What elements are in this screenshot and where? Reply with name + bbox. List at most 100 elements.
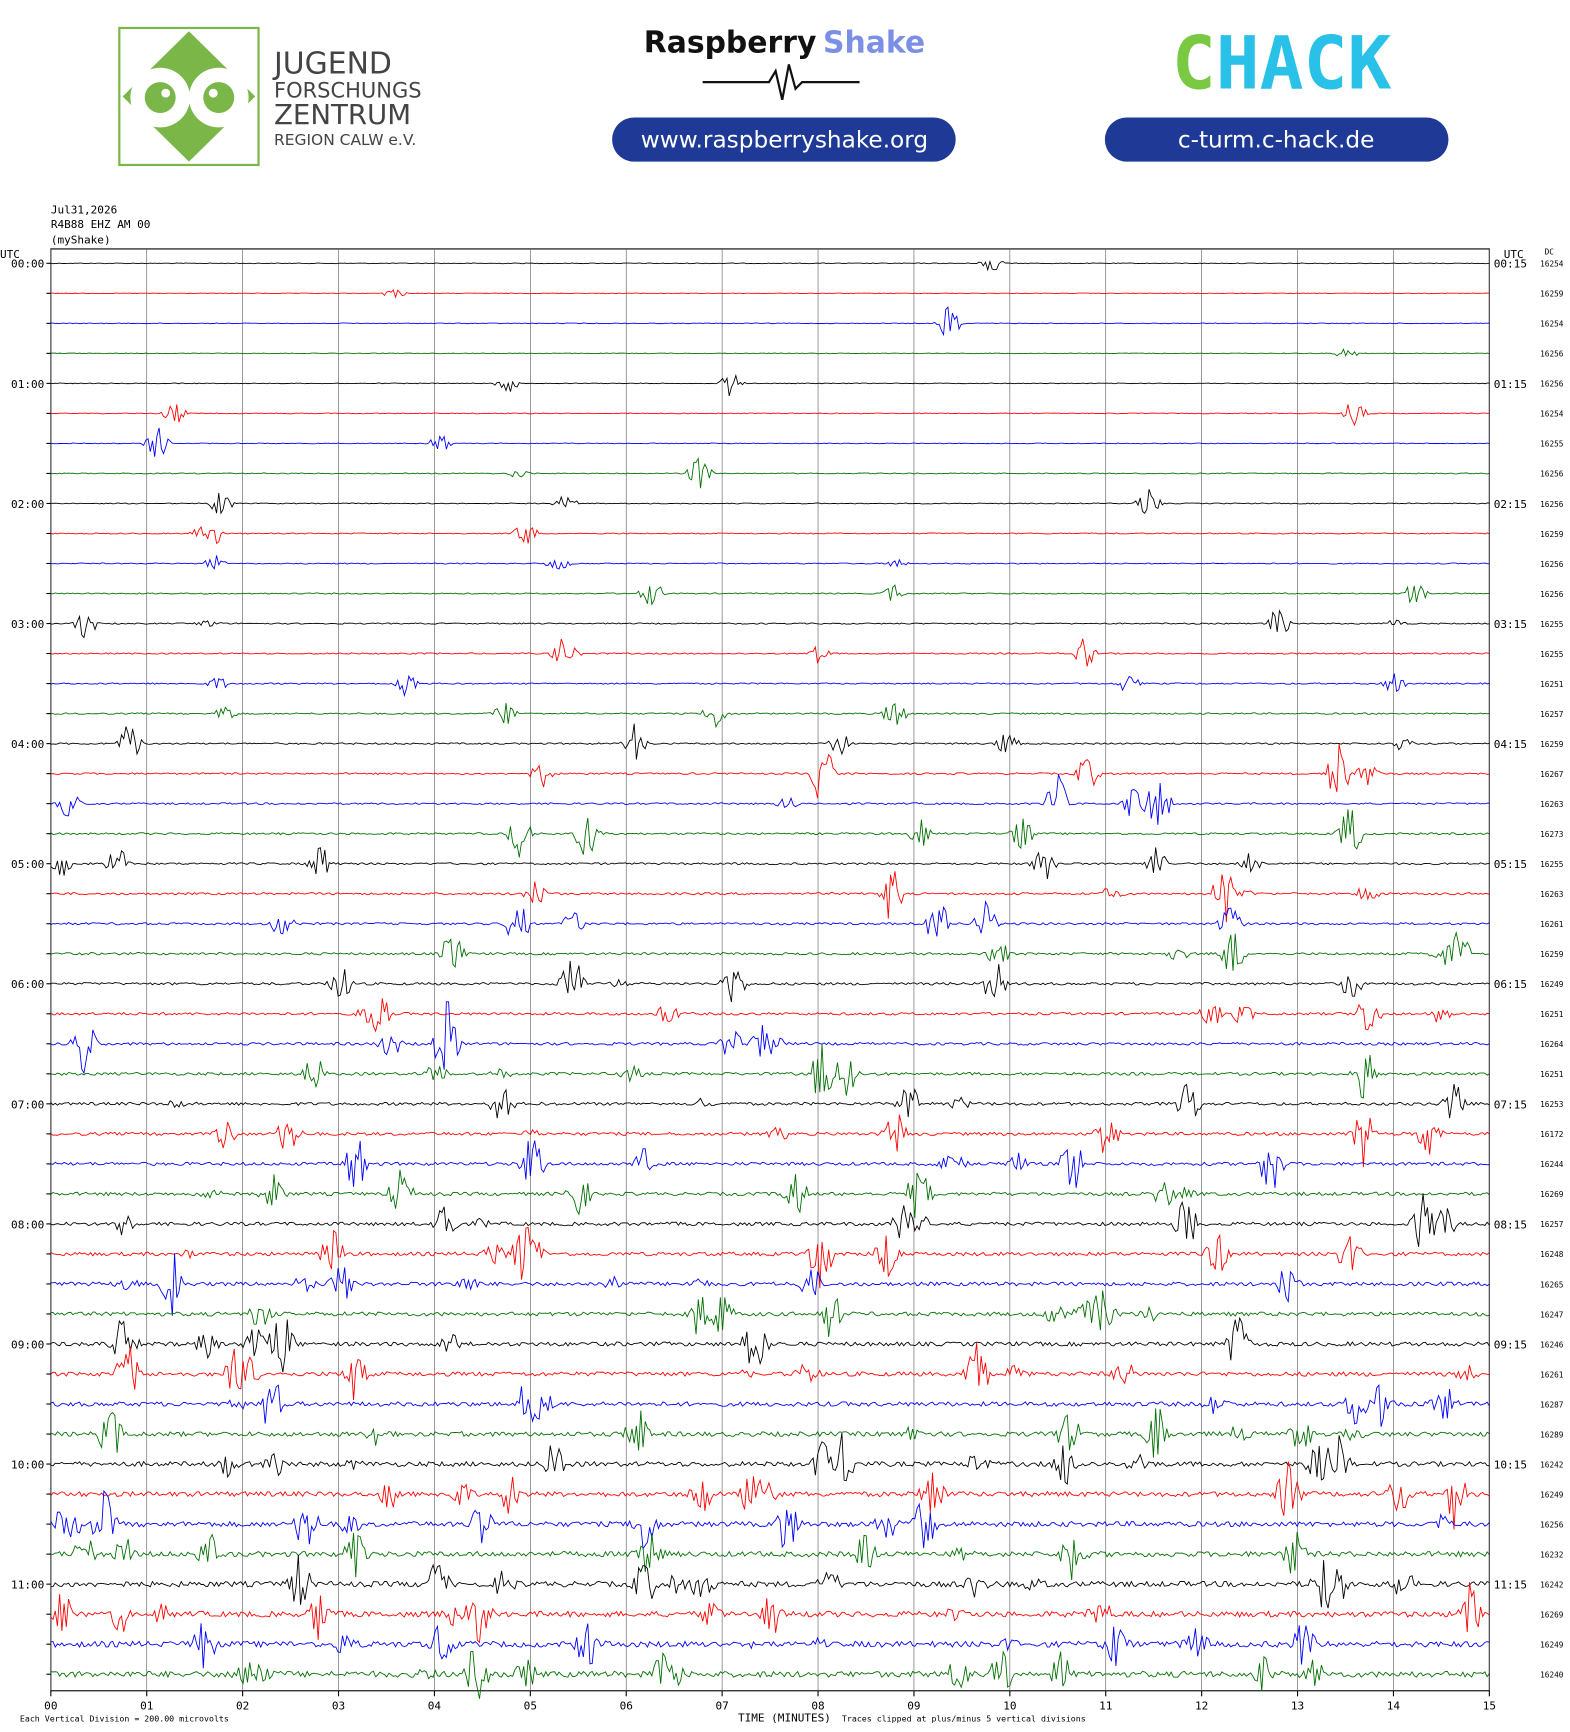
dc-value: 16257 [1540, 1220, 1564, 1229]
trace [50, 1489, 1490, 1551]
dc-value: 16261 [1540, 920, 1564, 929]
trace [50, 1650, 1490, 1699]
dc-value: 16269 [1540, 1610, 1564, 1619]
right-time-label: 01:15 [1494, 378, 1527, 391]
dc-value: 16251 [1540, 1070, 1564, 1079]
plot: 00 01 02 03 04 05 06 07 08 09 10 11 12 13 14 15 16254 162… [11, 248, 1564, 1713]
trace [50, 1623, 1490, 1669]
dc-value: 16289 [1540, 1430, 1564, 1439]
owl-logo [118, 26, 260, 167]
source: (myShake) [51, 233, 111, 246]
dc-value: 16259 [1540, 950, 1564, 959]
url[interactable]: www.raspberryshake.org [641, 126, 928, 153]
dc-value: 16242 [1540, 1460, 1563, 1469]
dc-value: 16265 [1540, 1280, 1564, 1289]
trace [50, 427, 1490, 457]
url-pill [612, 117, 956, 162]
x-tick-label: 12 [1195, 1700, 1208, 1713]
right-time-label: 06:15 [1494, 978, 1527, 991]
dc-value: 16273 [1540, 830, 1564, 839]
dc-value: 16253 [1540, 1100, 1564, 1109]
right-time-label: 03:15 [1494, 618, 1527, 631]
trace [50, 1193, 1490, 1247]
left-time-label: 06:00 [11, 978, 44, 991]
meta: Jul31,2026 R4B88 EHZ AM 00 (myShake) UTC… [0, 204, 1554, 261]
dc-value: 16254 [1540, 320, 1564, 329]
trace [50, 702, 1490, 729]
trace [50, 1531, 1490, 1581]
dc-value: 16261 [1540, 1370, 1564, 1379]
trace [50, 638, 1490, 667]
x-tick-label: 08 [811, 1700, 824, 1713]
dc-label: DC [1545, 247, 1555, 256]
trace [50, 1461, 1490, 1530]
left-time-label: 07:00 [11, 1098, 44, 1111]
right-unit: UTC [1504, 248, 1524, 261]
trace [50, 584, 1490, 606]
dc-value: 16256 [1540, 500, 1564, 509]
trace [50, 743, 1490, 799]
right-time-label: 10:15 [1494, 1458, 1527, 1471]
trace [50, 457, 1490, 489]
dc-value: 16256 [1540, 1520, 1564, 1529]
trace [50, 259, 1490, 272]
trace [50, 1253, 1490, 1316]
trace [50, 1226, 1490, 1289]
dc-value: 16244 [1540, 1160, 1564, 1169]
dc-value: 16249 [1540, 980, 1564, 989]
left-unit: UTC [0, 248, 20, 261]
trace [50, 1114, 1490, 1168]
left-time-label: 10:00 [11, 1458, 44, 1471]
left-time-label: 08:00 [11, 1218, 44, 1231]
dc-value: 16259 [1540, 290, 1564, 299]
org-line: JUGEND [272, 46, 392, 81]
dc-value: 16255 [1540, 440, 1564, 449]
dc-value: 16255 [1540, 650, 1564, 659]
org-line: FORSCHUNGS [274, 79, 422, 103]
trace [50, 1290, 1490, 1337]
trace [50, 1169, 1490, 1219]
x-tick-label: 05 [524, 1700, 537, 1713]
trace [50, 723, 1490, 760]
trace [50, 1432, 1490, 1485]
left-time-label: 00:00 [11, 258, 44, 271]
right-time-label: 11:15 [1494, 1579, 1527, 1592]
x-tick-label: 04 [428, 1700, 442, 1713]
dc-value: 16264 [1540, 1040, 1564, 1049]
trace [50, 373, 1490, 396]
dc-value: 16254 [1540, 260, 1564, 269]
dc-value: 16259 [1540, 740, 1564, 749]
x-label: TIME (MINUTES) [738, 1712, 831, 1725]
x-tick-label: 09 [907, 1700, 920, 1713]
footer-right: Traces clipped at plus/minus 5 vertical … [842, 1714, 1086, 1724]
x-tick-label: 10 [1003, 1700, 1016, 1713]
trace [50, 960, 1490, 1003]
trace [50, 774, 1490, 825]
url[interactable]: c-turm.c-hack.de [1178, 126, 1375, 153]
left-time-label: 02:00 [11, 498, 44, 511]
dc-value: 16256 [1540, 380, 1564, 389]
dc-value: 16256 [1540, 350, 1564, 359]
trace [50, 609, 1490, 639]
chack-logo: CHACK [1172, 22, 1392, 107]
left-time-label: 01:00 [11, 378, 44, 391]
x-tick-label: 02 [236, 1700, 249, 1713]
right-time-label: 05:15 [1494, 858, 1527, 871]
trace [50, 809, 1490, 858]
trace [50, 1043, 1490, 1099]
trace [50, 1408, 1490, 1458]
dc-value: 16263 [1540, 800, 1564, 809]
dc-value: 16251 [1540, 1010, 1564, 1019]
left-time-label: 05:00 [11, 858, 44, 871]
right-time-label: 08:15 [1494, 1218, 1527, 1231]
dc-value: 16254 [1540, 410, 1564, 419]
dc-value: 16246 [1540, 1340, 1564, 1349]
trace [50, 555, 1490, 570]
trace [50, 289, 1490, 299]
chack-2: HACK [1216, 22, 1392, 107]
dc-value: 16267 [1540, 770, 1564, 779]
trace [50, 1582, 1490, 1644]
trace [50, 673, 1490, 698]
